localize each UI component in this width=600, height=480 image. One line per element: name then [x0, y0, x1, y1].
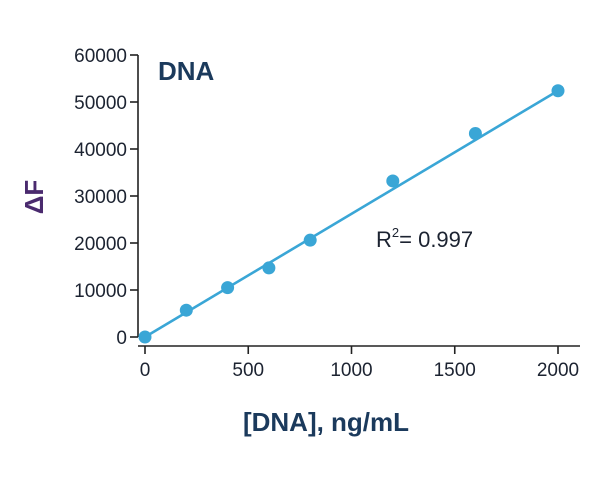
- data-point: [262, 261, 276, 275]
- data-point: [179, 303, 193, 317]
- x-tick-label: 0: [140, 360, 151, 381]
- r-squared-value: = 0.997: [399, 227, 473, 252]
- x-axis-label: [DNA], ng/mL: [243, 407, 409, 437]
- data-point: [303, 233, 317, 247]
- data-series: [138, 84, 565, 344]
- x-tick-label: 1000: [330, 360, 372, 381]
- y-axis: 0 10000 20000 30000 40000 50000 60000: [74, 46, 139, 349]
- x-tick-label: 500: [232, 360, 264, 381]
- y-tick-label: 50000: [74, 93, 127, 114]
- chart-title: DNA: [158, 56, 215, 86]
- y-tick-label: 10000: [74, 281, 127, 302]
- y-axis-label: ΔF: [19, 180, 49, 215]
- y-tick-label: 0: [116, 328, 127, 349]
- r-squared-r: R: [376, 227, 392, 252]
- data-point: [386, 174, 400, 188]
- r-squared-annotation: R2= 0.997: [376, 225, 473, 252]
- y-tick-label: 40000: [74, 140, 127, 161]
- fit-line: [144, 89, 559, 339]
- y-tick-label: 30000: [74, 187, 127, 208]
- data-point: [551, 84, 565, 98]
- x-tick-label: 2000: [537, 360, 579, 381]
- data-point: [468, 126, 482, 140]
- data-point: [221, 281, 235, 295]
- x-axis: 0 500 1000 1500 2000: [138, 345, 580, 381]
- data-point: [138, 330, 152, 344]
- y-tick-label: 20000: [74, 234, 127, 255]
- x-tick-label: 1500: [434, 360, 476, 381]
- y-tick-label: 60000: [74, 46, 127, 67]
- r-squared-superscript: 2: [392, 225, 399, 240]
